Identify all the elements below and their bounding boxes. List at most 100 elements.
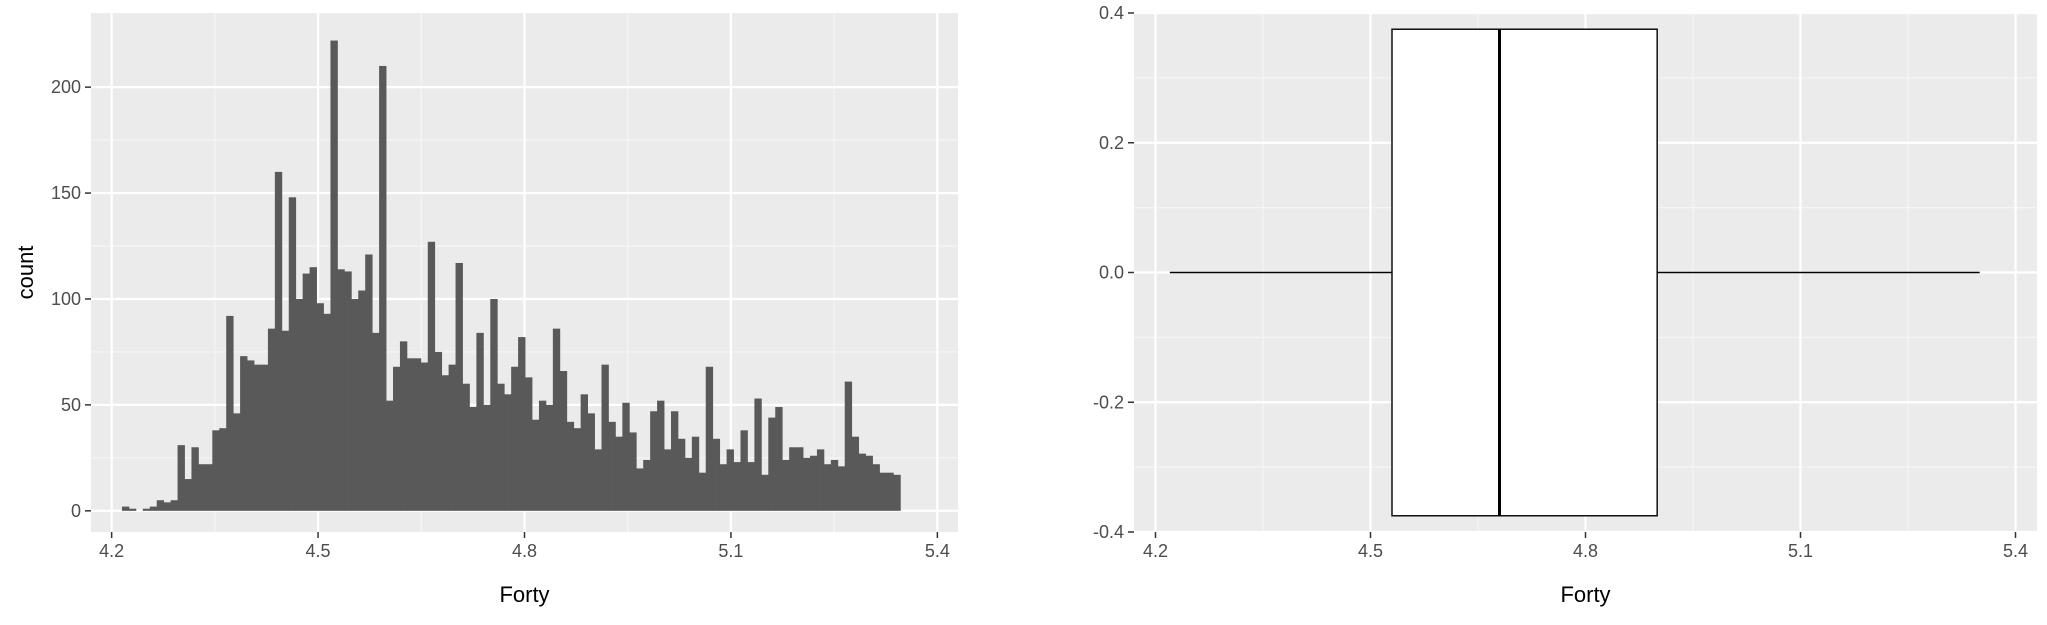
histogram-bar: [198, 464, 206, 511]
y-tick-label: 0.0: [1099, 263, 1124, 283]
histogram-bar: [309, 267, 317, 511]
histogram-bar: [476, 332, 484, 511]
histogram-bar: [851, 436, 860, 511]
histogram-bar: [518, 337, 526, 511]
histogram-bar: [177, 445, 185, 511]
histogram-bar: [358, 290, 366, 511]
y-tick-label: 0: [71, 501, 81, 521]
histogram-bar: [212, 430, 220, 511]
histogram-bar: [205, 464, 213, 511]
histogram-bar: [830, 459, 839, 511]
histogram-bar: [532, 419, 540, 511]
histogram-bar: [698, 472, 707, 511]
histogram-bar: [608, 421, 616, 511]
histogram-bar: [705, 366, 714, 511]
x-tick-label: 4.5: [1358, 541, 1383, 561]
histogram-bar: [344, 271, 352, 511]
histogram-bar: [330, 40, 338, 511]
histogram-bar: [351, 298, 359, 511]
histogram-bar: [420, 362, 429, 511]
histogram-x-axis-title: Forty: [499, 582, 549, 607]
boxplot-x-axis-title: Forty: [1560, 582, 1610, 607]
histogram-bar: [483, 404, 491, 511]
histogram-bar: [872, 464, 880, 511]
histogram-bar: [580, 394, 588, 511]
histogram-bar: [629, 432, 637, 511]
histogram-bar: [803, 457, 811, 511]
histogram-bar: [337, 269, 345, 511]
histogram-bar: [302, 273, 311, 511]
histogram-bar: [316, 303, 324, 511]
histogram-bar: [219, 428, 227, 511]
histogram-x-axis: 4.2 4.5 4.8 5.1 5.4: [99, 532, 950, 561]
histogram-bar: [809, 455, 818, 511]
histogram-bar: [622, 402, 630, 511]
histogram-bar: [170, 500, 178, 511]
histogram-bar: [664, 449, 672, 511]
x-tick-label: 4.2: [1143, 541, 1168, 561]
histogram-bar: [670, 411, 679, 511]
y-tick-label: 150: [51, 183, 81, 203]
histogram-bar: [504, 394, 512, 511]
histogram-bar: [163, 502, 172, 511]
histogram-bar: [233, 413, 241, 511]
histogram-bar: [184, 479, 192, 511]
histogram-bar: [677, 438, 686, 511]
x-tick-label: 5.1: [1788, 541, 1813, 561]
x-tick-label: 4.8: [1573, 541, 1598, 561]
histogram-bar: [844, 381, 853, 511]
histogram-bar: [511, 366, 519, 511]
histogram-bar: [295, 298, 304, 511]
histogram-bar: [893, 474, 901, 511]
y-tick-label: 50: [61, 395, 81, 415]
x-tick-label: 4.8: [512, 541, 537, 561]
histogram-bar: [636, 468, 644, 511]
histogram-bar: [552, 328, 561, 511]
histogram-bar: [281, 330, 290, 511]
histogram-bar: [733, 462, 741, 511]
histogram-bar: [149, 506, 158, 511]
boxplot-chart: -0.4 -0.2 0.0 0.2 0.4 4.2 4.5 4.8 5.1 5.4 Forty: [1093, 3, 2037, 607]
x-tick-label: 5.1: [718, 541, 743, 561]
y-tick-label: -0.4: [1093, 522, 1124, 542]
histogram-bar: [441, 375, 450, 511]
histogram-bar: [372, 332, 380, 511]
histogram-chart: 0 50 100 150 200 4.2 4.5 4.8 5.1 5.4 Forty count: [13, 13, 958, 607]
histogram-bar: [594, 449, 602, 511]
histogram-bar: [386, 400, 394, 511]
histogram-bar: [254, 364, 262, 511]
histogram-bar: [462, 383, 470, 511]
histogram-bar: [121, 506, 130, 511]
histogram-bar: [816, 449, 825, 511]
histogram-bar: [643, 459, 651, 511]
histogram-bar: [650, 411, 658, 511]
histogram-y-axis: 0 50 100 150 200: [51, 77, 91, 521]
histogram-bar: [406, 358, 415, 511]
histogram-bar: [879, 472, 887, 511]
histogram-bar: [754, 398, 762, 511]
histogram-bar: [886, 472, 894, 511]
histogram-bar: [497, 383, 505, 511]
histogram-bar: [782, 459, 790, 511]
histogram-bar: [393, 366, 401, 511]
histogram-bar: [691, 436, 700, 511]
histogram-bar: [865, 455, 873, 511]
histogram-bar: [379, 65, 387, 511]
x-tick-label: 4.2: [99, 541, 124, 561]
histogram-bar: [128, 508, 137, 511]
histogram-bar: [413, 358, 422, 511]
histogram-bar: [525, 377, 533, 511]
histogram-bar: [247, 360, 255, 511]
histogram-bar: [789, 447, 797, 511]
histogram-bar: [719, 464, 727, 511]
y-tick-label: 0.2: [1099, 133, 1124, 153]
histogram-bar: [858, 453, 866, 511]
histogram-bar: [740, 430, 748, 511]
histogram-bar: [267, 328, 276, 511]
histogram-y-axis-title: count: [13, 246, 38, 300]
histogram-bar: [323, 313, 331, 511]
histogram-bar: [455, 262, 463, 511]
y-tick-label: 0.4: [1099, 3, 1124, 23]
x-tick-label: 5.4: [2003, 541, 2028, 561]
